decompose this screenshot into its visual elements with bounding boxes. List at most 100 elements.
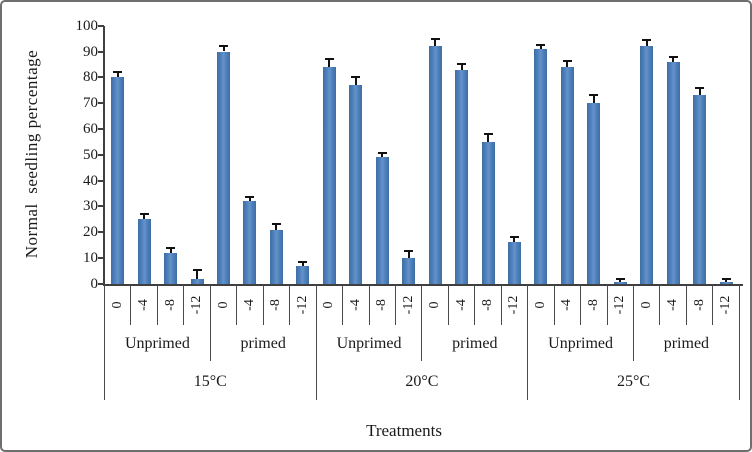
category-separator [633, 285, 634, 361]
error-bar-stem [116, 72, 119, 78]
x-tick-label: -4 [241, 299, 257, 311]
error-bar-cap [668, 55, 678, 58]
bar [666, 61, 680, 284]
bar [481, 141, 495, 284]
bar [164, 252, 178, 284]
category-separator [315, 285, 317, 400]
error-bar-cap [589, 94, 599, 97]
error-bar-cap [404, 250, 414, 253]
bar [640, 46, 654, 284]
error-bar-cap [642, 38, 652, 41]
category-separator [685, 285, 687, 325]
category-separator [553, 285, 555, 325]
y-tick-label: 40 [83, 172, 98, 189]
error-bar-cap [298, 260, 308, 263]
error-bar-stem [381, 153, 384, 158]
bar [243, 201, 257, 284]
category-separator [104, 285, 105, 400]
error-bar-cap [113, 71, 123, 74]
y-tick-label: 20 [83, 224, 98, 241]
bar [560, 66, 574, 284]
error-bar-cap [483, 133, 493, 136]
y-axis-line [103, 25, 105, 286]
error-bar-stem [645, 39, 648, 47]
x-tick-label: -12 [506, 295, 522, 315]
error-bar-cap [509, 236, 519, 239]
x-axis-line [103, 283, 743, 286]
x-tick-label: -4 [453, 299, 469, 311]
error-bar-stem [196, 269, 199, 279]
bar [137, 219, 151, 284]
error-bar-stem [539, 45, 542, 49]
x-tick-label: -4 [559, 299, 575, 311]
category-separator [209, 285, 211, 361]
y-axis-tickmark [97, 127, 104, 130]
error-bar-cap [245, 196, 255, 199]
y-axis-tickmark [97, 153, 104, 156]
error-bar-cap [721, 277, 731, 280]
error-bar-stem [487, 134, 490, 142]
x-tick-label: -8 [268, 299, 284, 311]
subgroup-label: Unprimed [336, 335, 402, 352]
bar [613, 282, 627, 284]
error-bar-cap [457, 63, 467, 66]
bar [534, 48, 548, 284]
y-tick-label: 60 [83, 120, 98, 137]
error-bar-stem [169, 247, 172, 253]
error-bar-stem [275, 224, 278, 230]
y-axis-title: Normal seedling percentage [22, 49, 41, 259]
error-bar-stem [354, 77, 357, 86]
bar [402, 257, 416, 284]
category-separator [500, 285, 502, 325]
y-tick-label: 50 [83, 146, 98, 163]
error-bar-stem [672, 56, 675, 62]
x-tick-label: -12 [294, 295, 310, 315]
error-bar-cap [219, 45, 229, 48]
error-bar-cap [166, 246, 176, 249]
error-bar-cap [192, 268, 202, 271]
error-bar-cap [324, 58, 334, 61]
y-axis-tickmark [97, 50, 104, 53]
y-axis-tickmark [97, 282, 104, 285]
error-bar-cap [139, 213, 149, 216]
subgroup-label: Unprimed [124, 335, 190, 352]
x-tick-label: -12 [189, 295, 205, 315]
category-separator [289, 285, 291, 325]
error-bar-stem [143, 214, 146, 220]
y-tick-label: 80 [83, 69, 98, 86]
error-bar-cap [430, 37, 440, 40]
category-separator [447, 285, 449, 325]
bar [217, 51, 231, 284]
x-tick-label: 0 [321, 301, 337, 309]
y-tick-label: 0 [90, 275, 99, 292]
category-separator [527, 285, 529, 400]
category-separator [342, 285, 344, 325]
bar [296, 265, 310, 284]
category-separator [659, 285, 661, 325]
bar [269, 229, 283, 284]
group-label: 25°C [616, 373, 651, 390]
y-axis-tickmark [97, 231, 104, 234]
error-bar-stem [434, 38, 437, 47]
category-separator [262, 285, 264, 325]
error-bar-stem [725, 278, 728, 283]
category-separator [580, 285, 582, 325]
y-axis-tickmark [97, 179, 104, 182]
bar [428, 46, 442, 284]
y-tick-label: 30 [83, 198, 98, 215]
error-bar-stem [407, 251, 410, 258]
category-separator [606, 285, 608, 325]
bar [111, 77, 125, 284]
y-axis-tickmark [97, 205, 104, 208]
error-bar-cap [351, 76, 361, 79]
error-bar-cap [536, 44, 546, 47]
y-tick-label: 10 [83, 249, 98, 266]
bar [349, 85, 363, 284]
group-label: 20°C [405, 373, 439, 390]
x-tick-label: -12 [612, 295, 628, 315]
bar [587, 103, 601, 284]
x-axis-title: Treatments [366, 421, 442, 440]
error-bar-stem [248, 197, 251, 202]
category-separator [712, 285, 714, 325]
error-bar-cap [615, 277, 625, 280]
